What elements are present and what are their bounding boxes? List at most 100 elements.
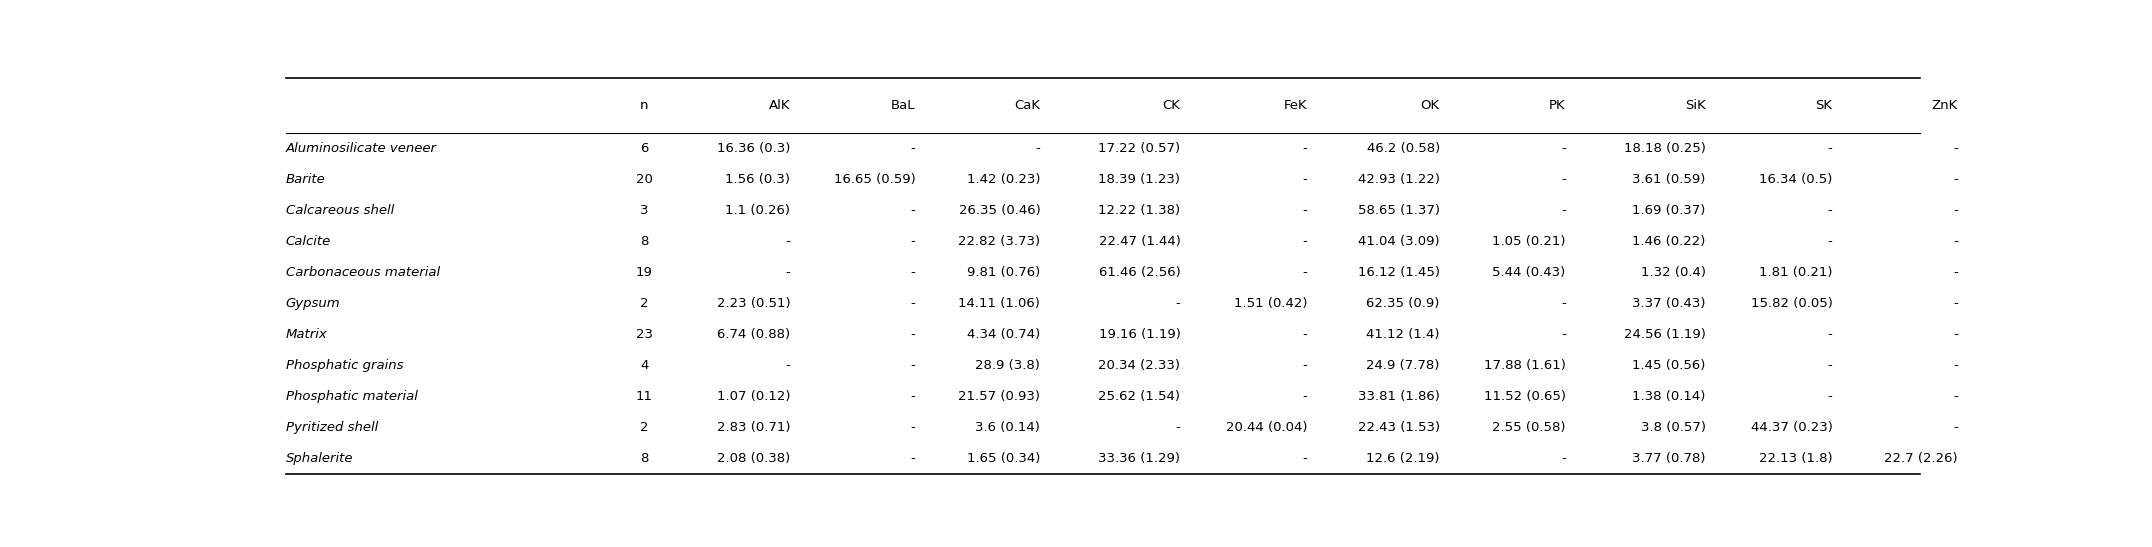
- Text: -: -: [1560, 452, 1567, 465]
- Text: AlK: AlK: [768, 99, 790, 112]
- Text: 3.37 (0.43): 3.37 (0.43): [1633, 297, 1707, 310]
- Text: -: -: [785, 359, 790, 372]
- Text: -: -: [1952, 204, 1958, 217]
- Text: 21.57 (0.93): 21.57 (0.93): [958, 390, 1039, 403]
- Text: 1.45 (0.56): 1.45 (0.56): [1633, 359, 1707, 372]
- Text: -: -: [1952, 359, 1958, 372]
- Text: 16.36 (0.3): 16.36 (0.3): [717, 142, 790, 155]
- Text: Aluminosilicate veneer: Aluminosilicate veneer: [286, 142, 437, 155]
- Text: -: -: [1827, 204, 1834, 217]
- Text: CaK: CaK: [1014, 99, 1039, 112]
- Text: 61.46 (2.56): 61.46 (2.56): [1100, 266, 1181, 279]
- Text: 46.2 (0.58): 46.2 (0.58): [1367, 142, 1440, 155]
- Text: Matrix: Matrix: [286, 328, 327, 341]
- Text: OK: OK: [1420, 99, 1440, 112]
- Text: 1.46 (0.22): 1.46 (0.22): [1633, 235, 1707, 248]
- Text: -: -: [1560, 328, 1567, 341]
- Text: 24.9 (7.78): 24.9 (7.78): [1367, 359, 1440, 372]
- Text: 5.44 (0.43): 5.44 (0.43): [1493, 266, 1567, 279]
- Text: 2.23 (0.51): 2.23 (0.51): [717, 297, 790, 310]
- Text: 22.43 (1.53): 22.43 (1.53): [1358, 421, 1440, 434]
- Text: -: -: [1827, 235, 1834, 248]
- Text: 41.12 (1.4): 41.12 (1.4): [1367, 328, 1440, 341]
- Text: Calcite: Calcite: [286, 235, 331, 248]
- Text: n: n: [639, 99, 648, 112]
- Text: -: -: [910, 297, 915, 310]
- Text: -: -: [1302, 235, 1306, 248]
- Text: 3.6 (0.14): 3.6 (0.14): [975, 421, 1039, 434]
- Text: -: -: [1302, 390, 1306, 403]
- Text: 12.6 (2.19): 12.6 (2.19): [1367, 452, 1440, 465]
- Text: 2: 2: [639, 297, 648, 310]
- Text: 26.35 (0.46): 26.35 (0.46): [958, 204, 1039, 217]
- Text: 2.55 (0.58): 2.55 (0.58): [1491, 421, 1567, 434]
- Text: -: -: [1827, 328, 1834, 341]
- Text: Phosphatic grains: Phosphatic grains: [286, 359, 402, 372]
- Text: 42.93 (1.22): 42.93 (1.22): [1358, 173, 1440, 186]
- Text: FeK: FeK: [1283, 99, 1306, 112]
- Text: 23: 23: [635, 328, 652, 341]
- Text: 2: 2: [639, 421, 648, 434]
- Text: 8: 8: [639, 452, 648, 465]
- Text: 2.08 (0.38): 2.08 (0.38): [717, 452, 790, 465]
- Text: 17.22 (0.57): 17.22 (0.57): [1098, 142, 1181, 155]
- Text: -: -: [1952, 266, 1958, 279]
- Text: 1.07 (0.12): 1.07 (0.12): [717, 390, 790, 403]
- Text: -: -: [1560, 142, 1567, 155]
- Text: 62.35 (0.9): 62.35 (0.9): [1367, 297, 1440, 310]
- Text: 16.34 (0.5): 16.34 (0.5): [1758, 173, 1834, 186]
- Text: Carbonaceous material: Carbonaceous material: [286, 266, 439, 279]
- Text: 1.81 (0.21): 1.81 (0.21): [1758, 266, 1834, 279]
- Text: -: -: [1175, 421, 1181, 434]
- Text: 1.42 (0.23): 1.42 (0.23): [966, 173, 1039, 186]
- Text: 4.34 (0.74): 4.34 (0.74): [966, 328, 1039, 341]
- Text: 17.88 (1.61): 17.88 (1.61): [1485, 359, 1567, 372]
- Text: Sphalerite: Sphalerite: [286, 452, 353, 465]
- Text: 3.61 (0.59): 3.61 (0.59): [1633, 173, 1707, 186]
- Text: -: -: [1302, 328, 1306, 341]
- Text: BaL: BaL: [891, 99, 915, 112]
- Text: -: -: [1952, 328, 1958, 341]
- Text: -: -: [1302, 204, 1306, 217]
- Text: 2.83 (0.71): 2.83 (0.71): [717, 421, 790, 434]
- Text: 20: 20: [635, 173, 652, 186]
- Text: -: -: [910, 390, 915, 403]
- Text: -: -: [910, 142, 915, 155]
- Text: -: -: [1952, 297, 1958, 310]
- Text: 16.65 (0.59): 16.65 (0.59): [833, 173, 915, 186]
- Text: 1.1 (0.26): 1.1 (0.26): [725, 204, 790, 217]
- Text: -: -: [1952, 390, 1958, 403]
- Text: 41.04 (3.09): 41.04 (3.09): [1358, 235, 1440, 248]
- Text: 58.65 (1.37): 58.65 (1.37): [1358, 204, 1440, 217]
- Text: -: -: [910, 235, 915, 248]
- Text: 19.16 (1.19): 19.16 (1.19): [1098, 328, 1181, 341]
- Text: 3: 3: [639, 204, 648, 217]
- Text: 1.51 (0.42): 1.51 (0.42): [1233, 297, 1306, 310]
- Text: 18.18 (0.25): 18.18 (0.25): [1625, 142, 1707, 155]
- Text: PK: PK: [1549, 99, 1567, 112]
- Text: 1.38 (0.14): 1.38 (0.14): [1633, 390, 1707, 403]
- Text: -: -: [1302, 452, 1306, 465]
- Text: -: -: [1560, 173, 1567, 186]
- Text: 22.47 (1.44): 22.47 (1.44): [1098, 235, 1181, 248]
- Text: -: -: [910, 266, 915, 279]
- Text: -: -: [1827, 359, 1834, 372]
- Text: CK: CK: [1162, 99, 1181, 112]
- Text: 8: 8: [639, 235, 648, 248]
- Text: -: -: [910, 328, 915, 341]
- Text: -: -: [910, 452, 915, 465]
- Text: 15.82 (0.05): 15.82 (0.05): [1752, 297, 1834, 310]
- Text: 11.52 (0.65): 11.52 (0.65): [1483, 390, 1567, 403]
- Text: -: -: [785, 266, 790, 279]
- Text: 9.81 (0.76): 9.81 (0.76): [966, 266, 1039, 279]
- Text: -: -: [1952, 173, 1958, 186]
- Text: 3.8 (0.57): 3.8 (0.57): [1640, 421, 1707, 434]
- Text: -: -: [910, 204, 915, 217]
- Text: 14.11 (1.06): 14.11 (1.06): [958, 297, 1039, 310]
- Text: 20.44 (0.04): 20.44 (0.04): [1227, 421, 1306, 434]
- Text: -: -: [1302, 266, 1306, 279]
- Text: 16.12 (1.45): 16.12 (1.45): [1358, 266, 1440, 279]
- Text: -: -: [1827, 142, 1834, 155]
- Text: 22.82 (3.73): 22.82 (3.73): [958, 235, 1039, 248]
- Text: 1.65 (0.34): 1.65 (0.34): [966, 452, 1039, 465]
